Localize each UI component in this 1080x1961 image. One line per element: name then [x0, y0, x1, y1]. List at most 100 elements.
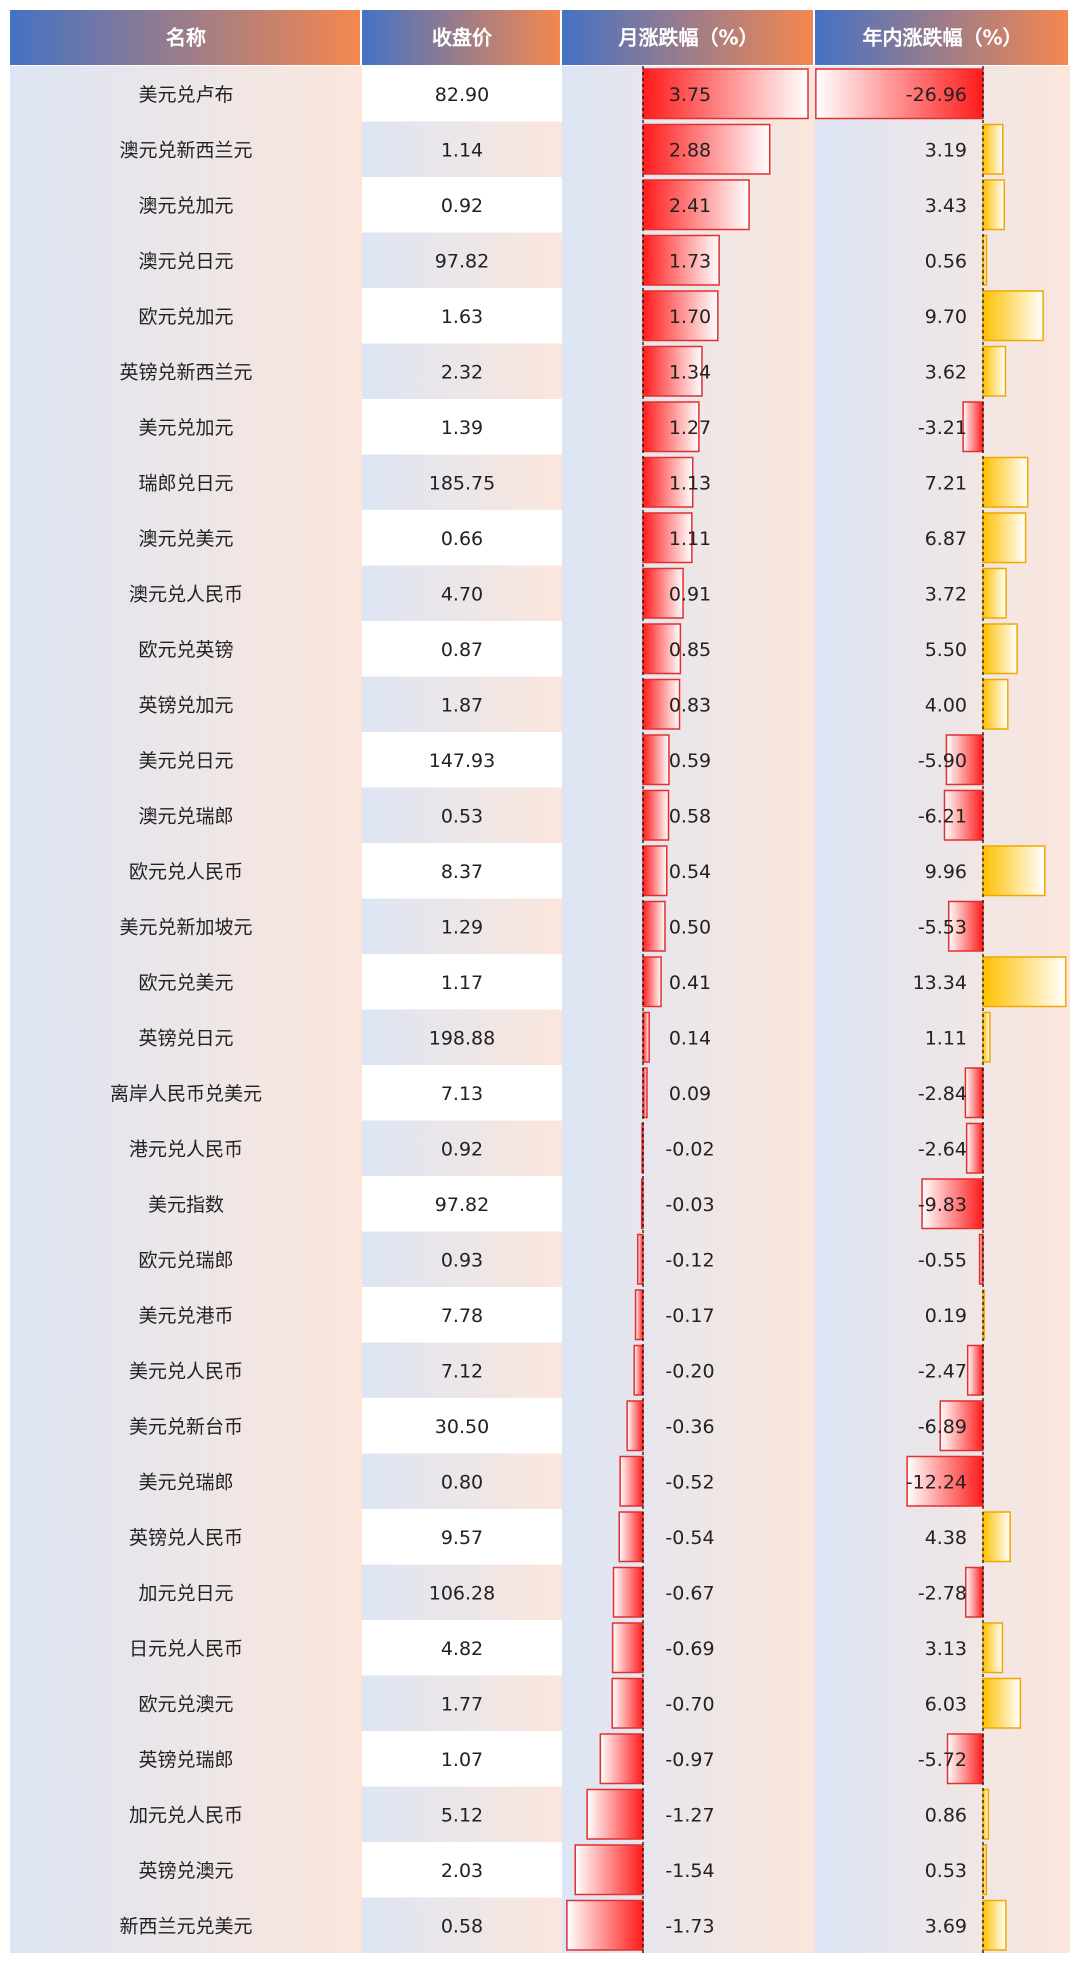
row-bg-name: [10, 1009, 362, 1065]
bar-ytd: [982, 179, 1006, 231]
bar-mtd: [566, 1899, 644, 1951]
bar-mtd: [626, 1400, 644, 1452]
cell-name: 欧元兑澳元: [138, 1693, 233, 1715]
bar-mtd: [618, 1511, 644, 1563]
row-bg-close: [362, 1620, 562, 1676]
cell-name: 英镑兑瑞郎: [138, 1749, 233, 1771]
bar-mtd: [634, 1289, 644, 1341]
cell-mtd-value: 0.54: [669, 861, 711, 883]
table-row: 欧元兑人民币 8.37 0.54 9.96: [10, 843, 1070, 899]
cell-ytd-value: 3.69: [925, 1915, 967, 1937]
cell-ytd-value: 0.56: [925, 250, 967, 272]
cell-name: 英镑兑澳元: [138, 1860, 233, 1882]
row-bg-name: [10, 954, 362, 1010]
row-bg-name: [10, 1176, 362, 1232]
cell-close: 185.75: [429, 472, 495, 494]
bar-ytd: [945, 734, 984, 786]
cell-mtd-value: 0.41: [669, 972, 711, 994]
cell-ytd-value: 9.96: [925, 861, 967, 883]
row-bg-mtd: [562, 1009, 815, 1065]
row-bg-ytd: [815, 1620, 1070, 1676]
table-row: 美元指数 97.82 -0.03 -9.83: [10, 1176, 1070, 1232]
cell-ytd-value: -2.64: [918, 1138, 967, 1160]
row-bg-mtd: [562, 1231, 815, 1287]
cell-close: 0.93: [441, 1249, 483, 1271]
row-bg-name: [10, 454, 362, 510]
bar-ytd: [982, 1677, 1022, 1729]
cell-ytd-value: -26.96: [906, 84, 967, 106]
header-ytd-cell: [815, 10, 1068, 65]
bar-mtd: [642, 845, 668, 897]
bar-ytd: [982, 678, 1009, 730]
header-mtd: 月涨跌幅（%）: [617, 26, 758, 50]
cell-name: 离岸人民币兑美元: [110, 1083, 262, 1105]
cell-name: 美元兑加元: [138, 417, 233, 439]
row-bg-mtd: [562, 954, 815, 1010]
cell-ytd-value: 6.03: [925, 1693, 967, 1715]
row-bg-close: [362, 1342, 562, 1398]
cell-ytd-value: 0.53: [925, 1860, 967, 1882]
row-bg-mtd: [562, 1675, 815, 1731]
bar-ytd: [982, 1788, 990, 1840]
table-row: 欧元兑美元 1.17 0.41 13.34: [10, 954, 1070, 1010]
cell-close: 0.66: [441, 528, 483, 550]
cell-name: 新西兰元兑美元: [119, 1915, 252, 1937]
table-row: 英镑兑瑞郎 1.07 -0.97 -5.72: [10, 1731, 1070, 1787]
cell-mtd-value: 1.70: [669, 306, 711, 328]
row-bg-mtd: [562, 1453, 815, 1509]
cell-close: 1.07: [441, 1749, 483, 1771]
cell-ytd-value: 1.11: [925, 1027, 967, 1049]
row-bg-close: [362, 732, 562, 788]
row-bg-name: [10, 1342, 362, 1398]
row-bg-ytd: [815, 121, 1070, 177]
row-bg-name: [10, 1065, 362, 1121]
row-bg-name: [10, 732, 362, 788]
row-bg-name: [10, 232, 362, 288]
bar-ytd: [943, 789, 984, 841]
table-row: 美元兑新台币 30.50 -0.36 -6.89: [10, 1398, 1070, 1454]
cell-close: 0.92: [441, 1138, 483, 1160]
row-bg-close: [362, 1287, 562, 1343]
row-bg-ytd: [815, 232, 1070, 288]
header-close: 收盘价: [432, 26, 493, 50]
cell-ytd-value: -2.84: [918, 1083, 967, 1105]
cell-mtd-value: 0.83: [669, 694, 711, 716]
row-bg-ytd: [815, 1287, 1070, 1343]
row-bg-ytd: [815, 1786, 1070, 1842]
cell-close: 1.87: [441, 694, 483, 716]
cell-name: 澳元兑瑞郎: [138, 805, 233, 827]
row-bg-close: [362, 1675, 562, 1731]
row-bg-close: [362, 1398, 562, 1454]
cell-close: 7.13: [441, 1083, 483, 1105]
bar-ytd: [982, 845, 1046, 897]
bar-ytd: [982, 1899, 1007, 1951]
cell-mtd-value: -1.73: [665, 1915, 714, 1937]
bar-ytd: [978, 1233, 984, 1285]
table-row: 英镑兑日元 198.88 0.14 1.11: [10, 1009, 1070, 1065]
row-bg-ytd: [815, 510, 1070, 566]
bar-ytd: [982, 567, 1007, 619]
row-bg-mtd: [562, 1120, 815, 1176]
cell-close: 1.39: [441, 417, 483, 439]
cell-mtd-value: 3.75: [669, 84, 711, 106]
cell-mtd-value: 2.41: [669, 195, 711, 217]
cell-name: 美元兑新台币: [129, 1416, 243, 1438]
bar-ytd: [982, 456, 1029, 508]
cell-mtd-value: 0.59: [669, 750, 711, 772]
cell-mtd-value: 2.88: [669, 139, 711, 161]
cell-ytd-value: 4.00: [925, 694, 967, 716]
header-ytd: 年内涨跌幅（%）: [862, 26, 1022, 50]
cell-ytd-value: -2.78: [918, 1582, 967, 1604]
row-bg-mtd: [562, 898, 815, 954]
row-bg-ytd: [815, 1009, 1070, 1065]
cell-mtd-value: 0.85: [669, 639, 711, 661]
cell-close: 106.28: [429, 1582, 495, 1604]
row-bg-close: [362, 343, 562, 399]
bar-ytd: [982, 512, 1027, 564]
cell-name: 英镑兑人民币: [129, 1527, 243, 1549]
cell-close: 1.77: [441, 1693, 483, 1715]
bar-mtd: [642, 179, 750, 231]
row-bg-name: [10, 399, 362, 455]
row-bg-close: [362, 1453, 562, 1509]
